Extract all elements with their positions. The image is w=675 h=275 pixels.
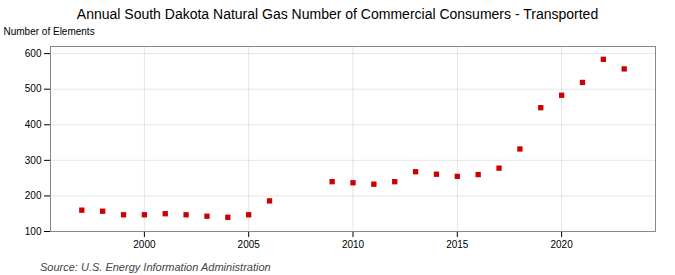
svg-text:300: 300 [25, 155, 42, 166]
svg-text:200: 200 [25, 190, 42, 201]
svg-text:600: 600 [25, 48, 42, 59]
svg-text:400: 400 [25, 119, 42, 130]
html-text:Annual South Dakota Natural Ga: Annual South Dakota Natural Gas Number o… [76, 6, 599, 22]
svg-text:2005: 2005 [238, 239, 261, 250]
svg-text:2010: 2010 [342, 239, 365, 250]
svg-text:2015: 2015 [446, 239, 469, 250]
svg-text:500: 500 [25, 83, 42, 94]
svg-text:2000: 2000 [133, 239, 156, 250]
svg-text:2020: 2020 [550, 239, 573, 250]
svg-text:100: 100 [25, 226, 42, 237]
html-text:Source: U.S. Energy Informatio: Source: U.S. Energy Information Administ… [40, 261, 271, 273]
svg-text:Number of Elements: Number of Elements [4, 26, 95, 37]
